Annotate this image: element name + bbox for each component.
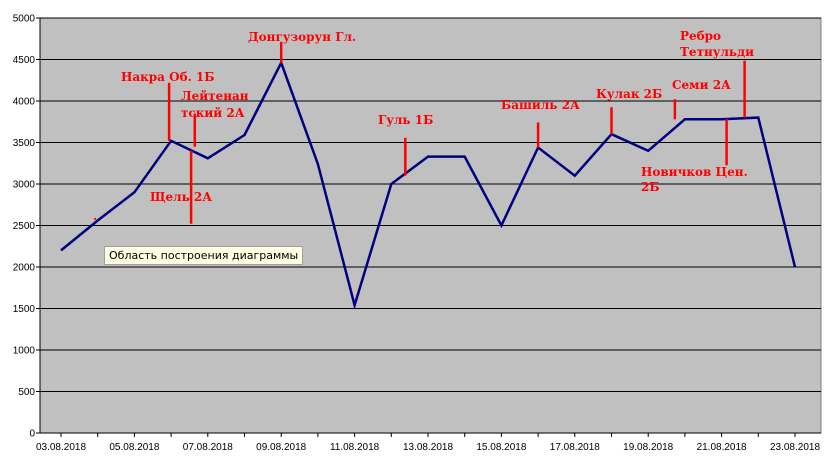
y-tick-label: 3000 bbox=[13, 180, 36, 191]
x-tick-label: 17.08.2018 bbox=[550, 442, 600, 453]
x-tick-label: 07.08.2018 bbox=[183, 442, 233, 453]
y-tick-label: 2500 bbox=[13, 221, 36, 232]
annotation-markers: . bbox=[93, 41, 746, 224]
y-tick-label: 0 bbox=[29, 429, 35, 440]
x-tick-label: 03.08.2018 bbox=[36, 442, 86, 453]
y-tick-label: 4500 bbox=[13, 55, 36, 66]
annotation-label-leytenantskiy-2: тский 2А bbox=[181, 106, 245, 120]
y-tick-label: 3500 bbox=[13, 138, 36, 149]
x-tick-label: 11.08.2018 bbox=[330, 442, 380, 453]
plot-area-tooltip: Область построения диаграммы bbox=[104, 246, 304, 265]
y-tick-label: 2000 bbox=[13, 263, 36, 274]
y-tick-label: 5000 bbox=[13, 14, 36, 25]
annotation-label-bashil: Башиль 2А bbox=[501, 98, 580, 112]
x-tick-label: 19.08.2018 bbox=[623, 442, 673, 453]
annotation-label-donguzorun: Донгузорун Гл. bbox=[248, 30, 356, 44]
annotation-label-gul: Гуль 1Б bbox=[378, 113, 433, 127]
x-tick-label: 05.08.2018 bbox=[109, 442, 159, 453]
x-tick-label: 21.08.2018 bbox=[697, 442, 747, 453]
y-tick-label: 4000 bbox=[13, 97, 36, 108]
y-tick-label: 500 bbox=[18, 387, 35, 398]
annotation-label-semi: Семи 2А bbox=[672, 78, 731, 92]
series-line bbox=[60, 59, 797, 310]
annotation-labels: Накра Об. 1Б Щель 2А Лейтенан тский 2А Д… bbox=[121, 29, 754, 204]
y-tick-label: 1500 bbox=[13, 304, 36, 315]
annotation-label-rebro-1: Ребро bbox=[680, 29, 721, 43]
annotation-label-kulak: Кулак 2Б bbox=[596, 87, 662, 101]
annotation-label-shchel: Щель 2А bbox=[150, 190, 212, 204]
x-axis-ticks: 03.08.2018 05.08.2018 07.08.2018 09.08.2018… bbox=[36, 433, 820, 453]
annotation-label-novichkov-1: Новичков Цен. bbox=[641, 165, 748, 179]
annotation-label-novichkov-2: 2Б bbox=[641, 180, 660, 194]
x-tick-label: 15.08.2018 bbox=[476, 442, 526, 453]
x-tick-label: 23.08.2018 bbox=[770, 442, 820, 453]
y-axis-ticks: 0 500 1000 1500 2000 2500 3000 3500 4000 4500 5000 bbox=[13, 14, 821, 440]
annotation-label-nakra: Накра Об. 1Б bbox=[121, 70, 215, 84]
gridlines bbox=[40, 17, 821, 392]
annotation-label-leytenantskiy-1: Лейтенан bbox=[181, 89, 249, 103]
small-red-mark: . bbox=[93, 209, 97, 223]
x-tick-label: 09.08.2018 bbox=[256, 442, 306, 453]
annotation-label-rebro-2: Тетнульди bbox=[680, 45, 754, 59]
x-tick-label: 13.08.2018 bbox=[403, 442, 453, 453]
y-tick-label: 1000 bbox=[13, 346, 36, 357]
